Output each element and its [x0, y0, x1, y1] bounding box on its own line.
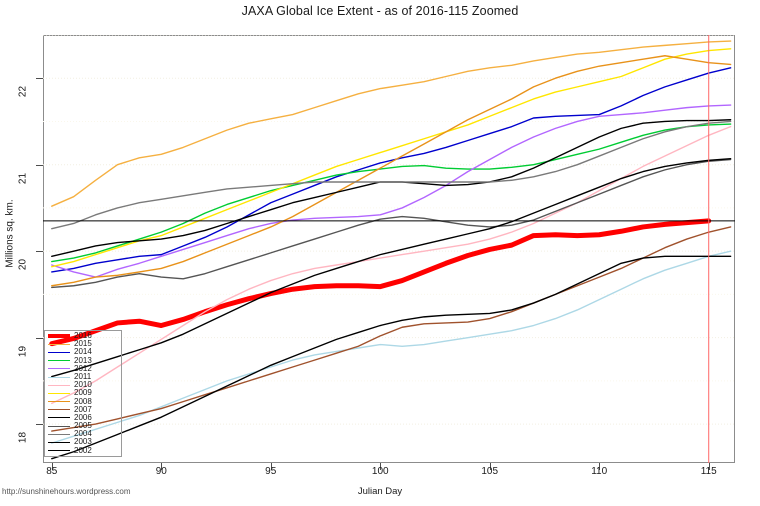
legend-item-2015[interactable]: 2015: [45, 339, 121, 349]
legend-label-2007: 2007: [74, 404, 92, 414]
x-axis-title: Julian Day: [357, 486, 403, 497]
legend-swatch-2014: [48, 351, 70, 353]
legend-item-2014[interactable]: 2014: [45, 348, 121, 356]
legend-item-2008[interactable]: 2008: [45, 396, 121, 406]
x-tick-label: 90: [155, 466, 167, 477]
legend-label-2010: 2010: [74, 380, 92, 390]
legend-item-2005[interactable]: 2005: [45, 421, 121, 431]
y-tick-mark: [36, 164, 43, 166]
x-tick-mark: [161, 463, 163, 470]
series-line-2016: [49, 218, 712, 347]
y-tick-mark: [36, 251, 43, 253]
legend-swatch-2013: [48, 360, 70, 362]
series-line-2011: [51, 250, 732, 444]
legend-item-2013[interactable]: 2013: [45, 355, 121, 365]
plot-area: [43, 35, 735, 463]
chart-canvas: [43, 35, 735, 463]
legend-swatch-2006: [48, 417, 70, 419]
x-tick-label: 95: [265, 466, 277, 477]
y-tick-mark: [36, 337, 43, 339]
x-tick-mark: [380, 463, 382, 470]
legend-item-2011[interactable]: 2011: [45, 371, 121, 381]
series-line-2004: [51, 120, 732, 230]
legend-swatch-2007: [48, 409, 70, 411]
series-line-2007: [51, 226, 732, 432]
y-tick-label: 21: [17, 172, 29, 184]
legend-swatch-2016: [48, 334, 70, 339]
legend-swatch-2010: [48, 384, 70, 386]
legend-label-2003: 2003: [74, 437, 92, 447]
legend-label-2009: 2009: [74, 388, 92, 398]
legend-swatch-2002: [48, 450, 70, 452]
y-tick-label: 20: [17, 259, 29, 271]
x-tick-label: 105: [481, 466, 499, 477]
legend-swatch-2009: [48, 392, 70, 394]
footer-credit: http://sunshinehours.wordpress.com: [2, 487, 131, 496]
legend-label-2016: 2016: [74, 331, 92, 340]
x-tick-mark: [708, 463, 710, 470]
x-tick-label: 85: [46, 466, 58, 477]
legend: 2016 2015 2014 2013 2012 2011 2010 2009 2008 2007…: [44, 330, 122, 457]
series-line-2005: [51, 158, 732, 289]
legend-label-2006: 2006: [74, 412, 92, 422]
legend-item-2010[interactable]: 2010: [45, 380, 121, 390]
legend-label-2004: 2004: [74, 429, 92, 439]
series-line-2002: [51, 255, 732, 460]
legend-label-2011: 2011: [74, 371, 92, 381]
series-line-2013: [51, 123, 732, 263]
legend-label-2005: 2005: [74, 421, 92, 431]
series-line-2014: [51, 67, 732, 273]
legend-swatch-2003: [48, 442, 70, 444]
legend-item-2007[interactable]: 2007: [45, 404, 121, 414]
y-tick-label: 19: [17, 345, 29, 357]
series-line-2003: [51, 157, 732, 378]
legend-swatch-2008: [48, 401, 70, 403]
y-axis-title-text: Millions sq. km.: [4, 199, 16, 268]
legend-swatch-2005: [48, 425, 70, 427]
series-line-2015: [51, 40, 732, 207]
legend-item-2004[interactable]: 2004: [45, 430, 121, 438]
x-tick-label: 115: [700, 466, 717, 477]
x-tick-label: 110: [591, 466, 608, 477]
series-line-2012: [51, 104, 732, 278]
legend-label-2015: 2015: [74, 339, 92, 349]
legend-label-2008: 2008: [74, 396, 92, 406]
x-tick-mark: [599, 463, 601, 470]
page-title: JAXA Global Ice Extent - as of 2016-115 …: [241, 4, 519, 18]
legend-swatch-2015: [48, 343, 70, 345]
legend-label-2014: 2014: [74, 347, 92, 357]
legend-swatch-2012: [48, 368, 70, 370]
y-tick-label: 22: [17, 86, 29, 98]
legend-item-2016[interactable]: 2016: [45, 331, 121, 340]
legend-label-2012: 2012: [74, 363, 92, 373]
y-axis-title: Millions sq. km.: [0, 0, 16, 506]
x-tick-mark: [489, 463, 491, 470]
series-line-2009: [51, 48, 732, 268]
legend-item-2012[interactable]: 2012: [45, 363, 121, 373]
legend-label-2002: 2002: [74, 445, 92, 455]
legend-label-2013: 2013: [74, 355, 92, 365]
legend-swatch-2011: [48, 376, 70, 378]
y-tick-label: 18: [17, 432, 29, 444]
legend-item-2009[interactable]: 2009: [45, 389, 121, 397]
x-tick-label: 100: [371, 466, 389, 477]
series-line-2008: [51, 55, 732, 287]
legend-swatch-2004: [48, 433, 70, 435]
legend-item-2006[interactable]: 2006: [45, 412, 121, 422]
x-tick-mark: [270, 463, 272, 470]
legend-item-2002[interactable]: 2002: [45, 445, 121, 455]
x-tick-mark: [51, 463, 53, 470]
y-tick-mark: [36, 424, 43, 426]
legend-item-2003[interactable]: 2003: [45, 438, 121, 446]
y-tick-mark: [36, 78, 43, 80]
